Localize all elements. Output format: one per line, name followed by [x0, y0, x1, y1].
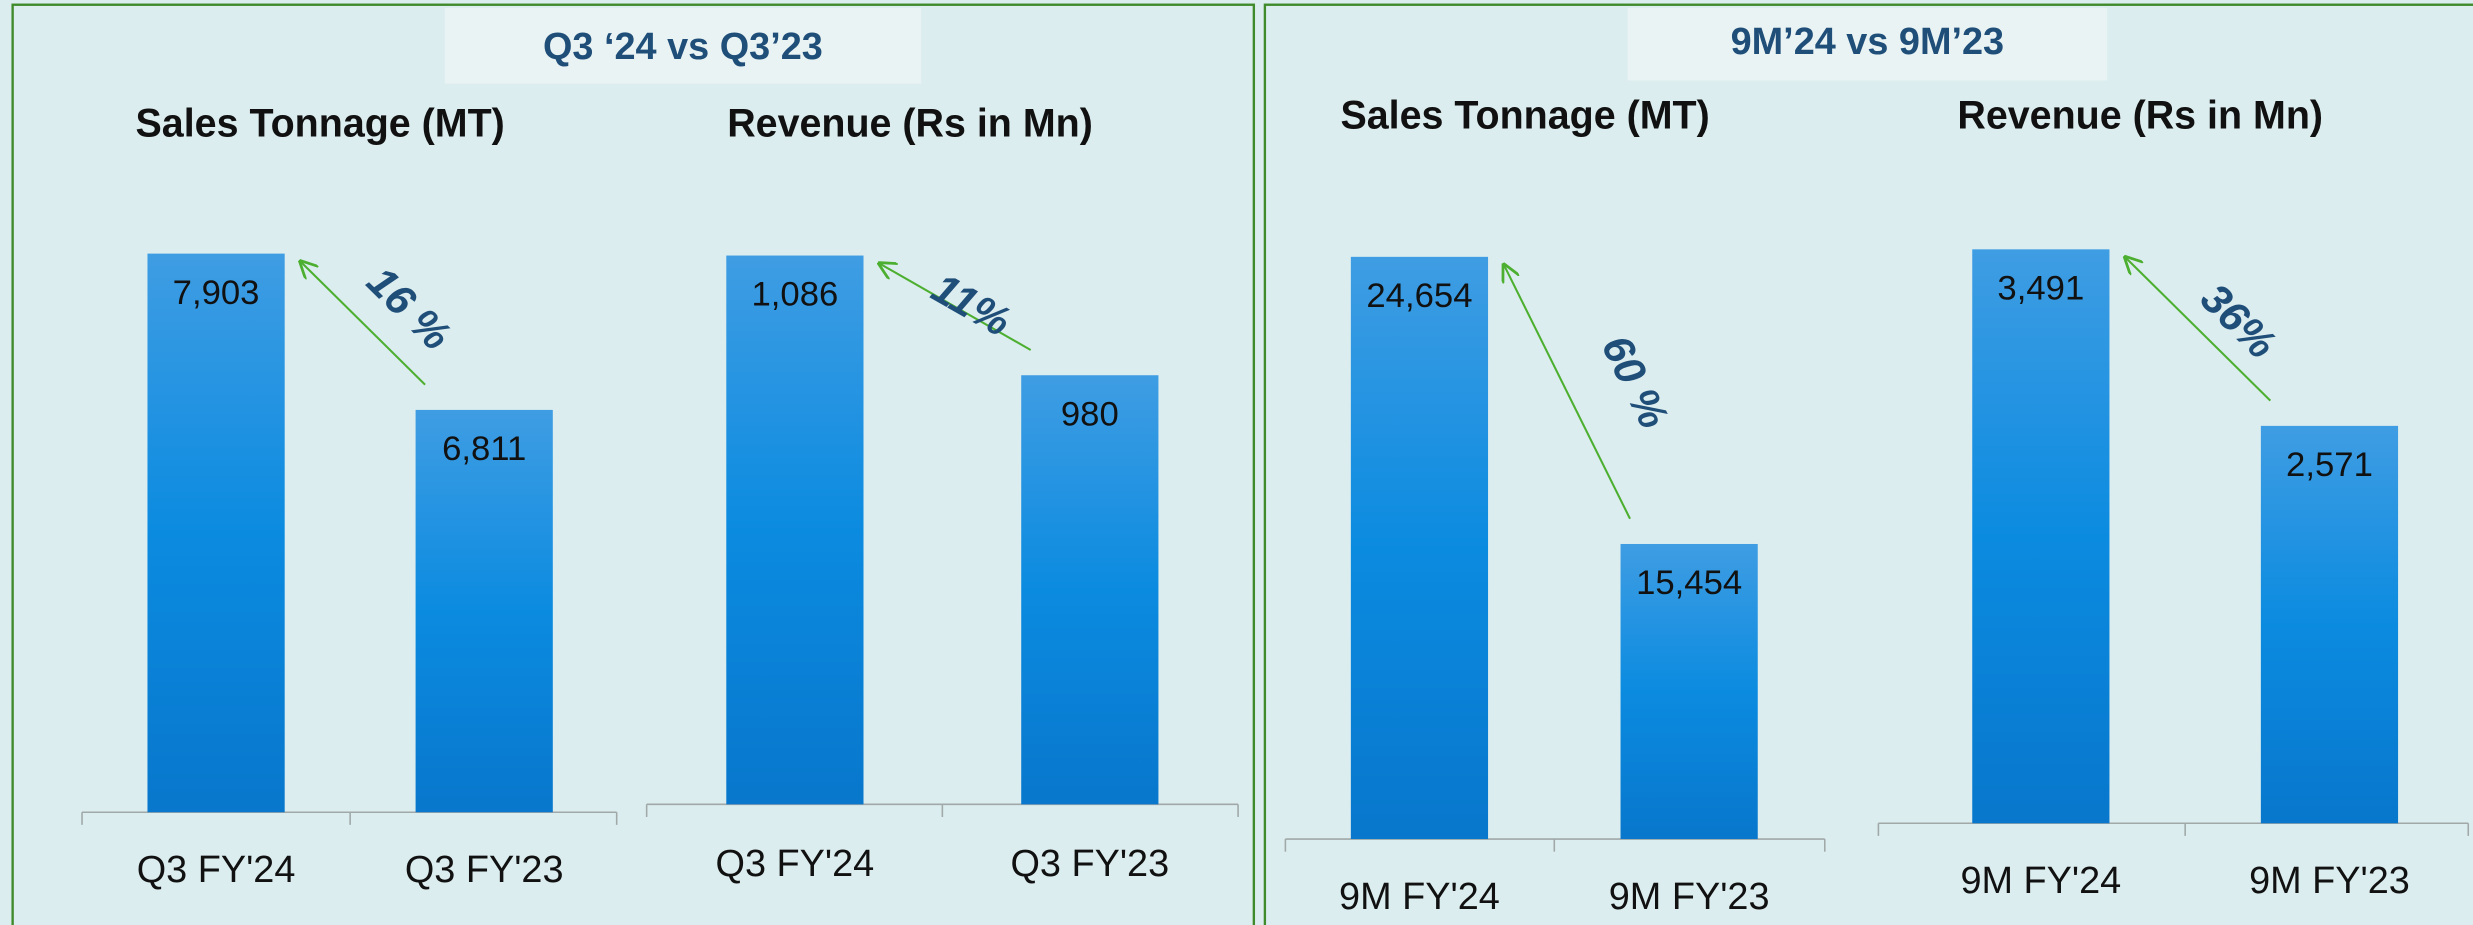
x-tick-label: 9M FY'24 — [1960, 860, 2121, 902]
bar — [1021, 375, 1159, 805]
x-tick-label: 9M FY'23 — [1609, 876, 1770, 918]
panel-title-box — [444, 7, 922, 84]
x-tick-label: Q3 FY'23 — [1010, 843, 1169, 885]
value-label: 3,491 — [1997, 270, 2084, 308]
value-label: 7,903 — [173, 274, 260, 312]
panel-frame — [11, 3, 1256, 925]
bar — [726, 255, 864, 805]
bar — [1972, 249, 2110, 824]
chart-title: Sales Tonnage (MT) — [136, 102, 505, 146]
bar — [1350, 256, 1489, 840]
value-label: 6,811 — [442, 430, 526, 468]
chart-title: Revenue (Rs in Mn) — [1957, 94, 2323, 138]
bar — [2260, 425, 2399, 824]
growth-arrow — [879, 263, 1032, 351]
chart-title: Revenue (Rs in Mn) — [727, 102, 1093, 146]
value-label: 15,454 — [1636, 564, 1742, 602]
growth-arrow — [2125, 257, 2272, 402]
panel-title-box — [1627, 7, 2108, 81]
x-tick-label: 9M FY'23 — [2249, 860, 2410, 902]
value-label: 24,654 — [1366, 277, 1472, 315]
value-label: 2,571 — [2286, 446, 2373, 484]
bar — [415, 409, 553, 813]
value-label: 1,086 — [751, 276, 838, 314]
bar — [147, 253, 285, 813]
panel-frame — [1263, 3, 2473, 925]
growth-arrow — [300, 261, 426, 386]
value-label: 980 — [1061, 395, 1119, 433]
chart-title: Sales Tonnage (MT) — [1340, 94, 1709, 138]
x-tick-label: Q3 FY'24 — [137, 849, 296, 891]
x-tick-label: 9M FY'24 — [1339, 876, 1500, 918]
x-tick-label: Q3 FY'23 — [405, 849, 564, 891]
bar — [1620, 543, 1758, 840]
growth-arrow — [1504, 265, 1631, 520]
x-tick-label: Q3 FY'24 — [716, 843, 875, 885]
panel-title: Q3 ‘24 vs Q3’23 — [543, 26, 823, 68]
panel-title: 9M’24 vs 9M’23 — [1731, 21, 2004, 63]
